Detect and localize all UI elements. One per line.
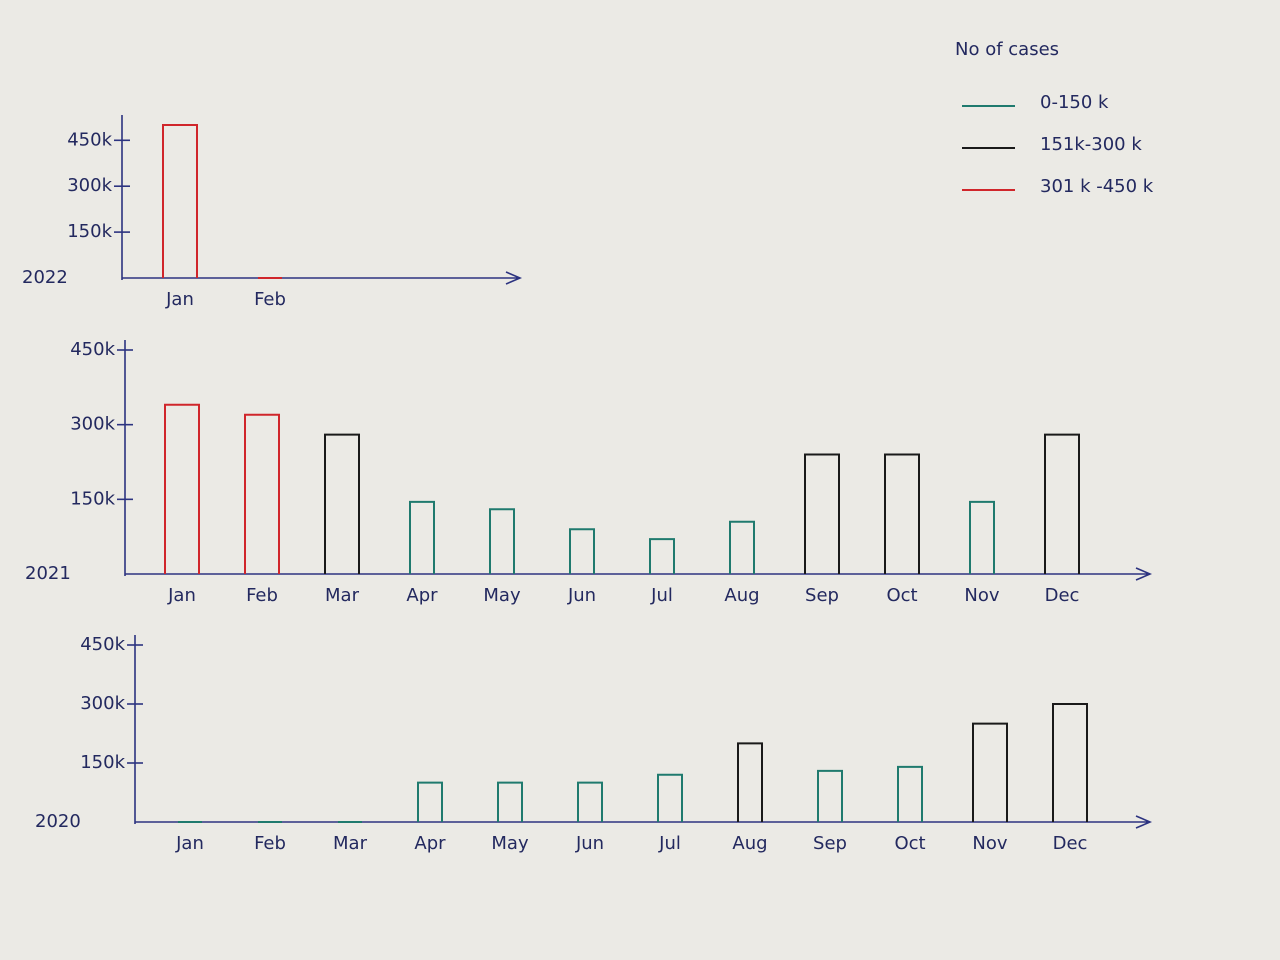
- x-tick-label: Sep: [805, 585, 839, 606]
- y-tick-label: 150k: [67, 221, 112, 242]
- legend-label: 0-150 k: [1040, 92, 1109, 113]
- legend-label: 151k-300 k: [1040, 134, 1142, 155]
- x-tick-label: Jan: [167, 585, 196, 606]
- bar: [897, 765, 923, 822]
- bar: [409, 500, 435, 574]
- x-tick-label: Feb: [246, 585, 278, 606]
- axis: [121, 115, 523, 285]
- bar: [737, 742, 763, 822]
- x-tick-label: Jun: [575, 833, 604, 854]
- y-tick-label: 300k: [67, 175, 112, 196]
- bar: [164, 403, 200, 574]
- x-tick-label: Jan: [175, 833, 204, 854]
- x-tick-label: Nov: [964, 585, 999, 606]
- y-tick-label: 150k: [70, 488, 115, 509]
- bar: [817, 769, 843, 822]
- y-tick-label: 150k: [80, 752, 125, 773]
- x-tick-label: Aug: [724, 585, 759, 606]
- bar: [489, 508, 515, 574]
- x-tick-label: Mar: [333, 833, 368, 854]
- y-tick-label: 300k: [80, 693, 125, 714]
- bar: [577, 781, 603, 822]
- x-tick-label: Aug: [732, 833, 767, 854]
- x-tick-label: Jul: [650, 585, 673, 606]
- x-tick-label: Apr: [414, 833, 446, 854]
- x-tick-label: Oct: [886, 585, 917, 606]
- bar: [244, 413, 280, 574]
- x-tick-label: Feb: [254, 833, 286, 854]
- panel-title: 2021: [25, 563, 71, 584]
- bar: [417, 781, 443, 822]
- bar: [497, 781, 523, 822]
- bar: [972, 722, 1008, 822]
- x-tick-label: May: [491, 833, 529, 854]
- bar: [1044, 433, 1080, 574]
- x-tick-label: Mar: [325, 585, 360, 606]
- x-tick-label: Nov: [972, 833, 1007, 854]
- bar: [162, 124, 198, 278]
- x-tick-label: Apr: [406, 585, 438, 606]
- panel-title: 2020: [35, 811, 81, 832]
- x-tick-label: Jul: [658, 833, 681, 854]
- bar: [969, 500, 995, 574]
- y-tick-label: 450k: [70, 339, 115, 360]
- bar: [569, 528, 595, 574]
- x-tick-label: Dec: [1053, 833, 1088, 854]
- y-tick-label: 450k: [67, 129, 112, 150]
- x-tick-label: Oct: [894, 833, 925, 854]
- bar: [1052, 703, 1088, 822]
- bar: [324, 433, 360, 574]
- x-tick-label: Dec: [1045, 585, 1080, 606]
- axis: [134, 635, 1153, 829]
- x-tick-label: Feb: [254, 289, 286, 310]
- x-tick-label: Jan: [165, 289, 194, 310]
- bar: [657, 773, 683, 822]
- panel-title: 2022: [22, 267, 68, 288]
- x-tick-label: May: [483, 585, 521, 606]
- legend-label: 301 k -450 k: [1040, 176, 1154, 197]
- y-tick-label: 300k: [70, 414, 115, 435]
- bar: [649, 538, 675, 574]
- bar: [884, 453, 920, 574]
- x-tick-label: Sep: [813, 833, 847, 854]
- bar: [729, 520, 755, 574]
- y-tick-label: 450k: [80, 634, 125, 655]
- axis: [124, 340, 1153, 581]
- x-tick-label: Jun: [567, 585, 596, 606]
- bar: [804, 453, 840, 574]
- legend-title: No of cases: [955, 39, 1059, 60]
